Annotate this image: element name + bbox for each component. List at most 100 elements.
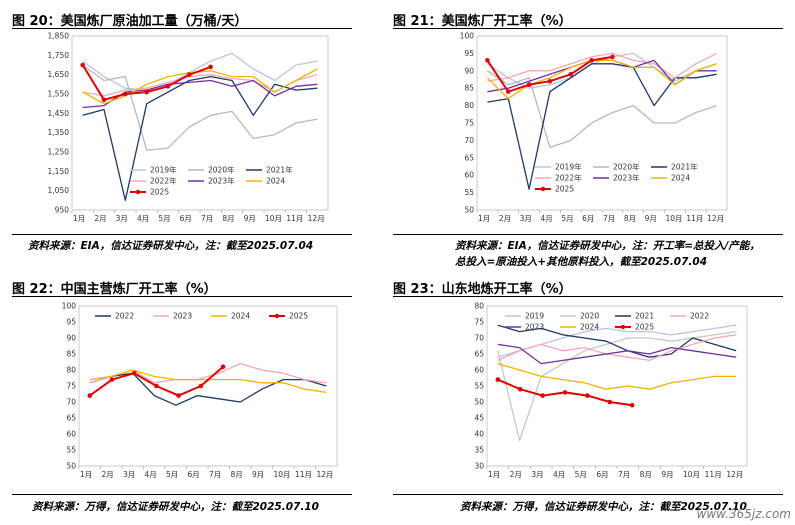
series-point-2025 [485,58,490,63]
y-tick-label: 75 [464,119,474,128]
x-tick-label: 1月 [488,470,500,479]
legend-label: 2023年 [208,176,235,186]
series-line-2024 [497,362,737,390]
source-note-2: 资料来源：EIA，信达证券研发中心，注：开工率=总投入/产能， [455,240,760,252]
x-tick-label: 9月 [645,214,657,223]
y-tick-label: 85 [464,84,474,93]
y-tick-label: 75 [66,382,76,391]
chart-title-4: 图 23：山东地炼开工率（%） [393,282,572,297]
legend-label: 2021年 [671,162,698,172]
x-tick-label: 11月 [705,470,722,479]
x-tick-label: 11月 [286,214,303,223]
chart-china-refinery-utilization: 50 55 60 65 70 75 80 85 90 95 100 1月 2月 3月 4月 5月 6月 7月 8月 9… [62,302,338,479]
series-line-2024 [89,369,327,394]
y-tick-label: 60 [66,430,76,439]
y-tick-label: 1,750 [48,51,70,60]
x-tick-label: 6月 [596,470,608,479]
series-point-2025 [220,364,226,370]
legend-label: 2020年 [208,165,235,175]
series-point-2025 [208,64,213,70]
source-rule-2 [393,234,783,235]
x-tick-label: 1月 [73,214,85,223]
series-point-2025 [165,83,171,89]
series-point-2025 [517,386,523,392]
x-tick-label: 6月 [180,214,192,223]
y-tick-label: 100 [62,302,77,311]
x-tick-label: 12月 [317,470,334,479]
series-line-2020年 [487,70,717,149]
legend-label: 2022 [115,312,134,321]
series-point-2025 [526,82,532,88]
legend-marker [540,186,546,192]
legend-label: 2020年 [613,162,640,172]
legend-label: 2021年 [266,165,293,175]
y-tick-label: 65 [66,414,76,423]
series-point-2025 [607,399,613,405]
x-tick-label: 7月 [618,470,630,479]
series-point-2025 [123,91,128,97]
series-point-2025 [101,97,107,103]
x-tick-label: 12月 [707,214,724,223]
x-tick-label: 10月 [265,214,282,223]
series-point-2025 [562,390,568,395]
x-tick-label: 3月 [531,470,543,479]
legend-label: 2024 [266,177,285,186]
y-tick-label: 1,650 [48,70,70,79]
y-tick-label: 50 [464,206,474,215]
plot-frame [71,35,329,211]
source-rule-3 [12,494,352,495]
x-tick-label: 1月 [80,470,92,479]
series-line-2025 [89,366,224,397]
series-point-2025 [154,383,159,389]
legend-label: 2019年 [555,162,582,172]
x-tick-label: 10月 [274,470,291,479]
series-point-2025 [87,393,93,398]
chart-us-refinery-throughput: 950 1,050 1,150 1,250 1,350 1,450 1,550 1,650 1,… [48,32,329,223]
x-tick-label: 10月 [666,214,683,223]
y-tick-label: 65 [474,350,484,359]
x-tick-label: 5月 [575,470,587,479]
y-tick-label: 80 [464,101,474,110]
legend-label: 2023 [525,323,544,332]
series-line-2022 [89,372,327,406]
y-tick-label: 1,350 [48,128,70,137]
legend-label: 2020 [580,312,599,321]
y-tick-label: 1,050 [48,186,70,195]
x-tick-label: 11月 [295,470,312,479]
source-note-1: 资料来源：EIA，信达证券研发中心，注：截至2025.07.04 [28,240,314,252]
series-point-2025 [585,393,590,398]
legend-label: 2021 [635,312,654,321]
y-tick-label: 75 [474,318,484,327]
y-tick-label: 50 [474,398,484,407]
y-tick-label: 100 [460,32,475,41]
x-tick-label: 5月 [158,214,170,223]
legend-label: 2022年 [150,176,177,186]
x-tick-label: 4月 [541,214,553,223]
x-tick-label: 2月 [94,214,106,223]
y-tick-label: 90 [464,66,474,75]
x-tick-label: 7月 [209,470,221,479]
y-tick-label: 1,850 [48,32,70,41]
series-point-2025 [589,58,594,63]
y-tick-label: 950 [55,206,70,215]
x-tick-label: 4月 [137,214,149,223]
title-rule-2 [393,28,783,29]
x-tick-label: 12月 [726,470,743,479]
legend-label: 2023 [173,312,192,321]
y-tick-label: 80 [474,302,484,311]
legend-marker [135,189,141,195]
legend-label: 2022 [690,312,709,321]
series-line-2020年 [82,64,318,151]
legend-label: 2022年 [555,173,582,183]
x-tick-label: 7月 [201,214,213,223]
title-rule-1 [12,28,352,29]
x-tick-label: 8月 [222,214,234,223]
x-tick-label: 4月 [553,470,565,479]
y-tick-label: 50 [66,462,76,471]
legend-label: 2024 [580,323,599,332]
legend-label: 2019 [525,312,544,321]
source-note-2b: 总投入=原油投入+其他原料投入，截至2025.07.04 [455,256,708,268]
y-tick-label: 85 [66,350,76,359]
y-tick-label: 1,450 [48,109,70,118]
x-tick-label: 5月 [561,214,573,223]
